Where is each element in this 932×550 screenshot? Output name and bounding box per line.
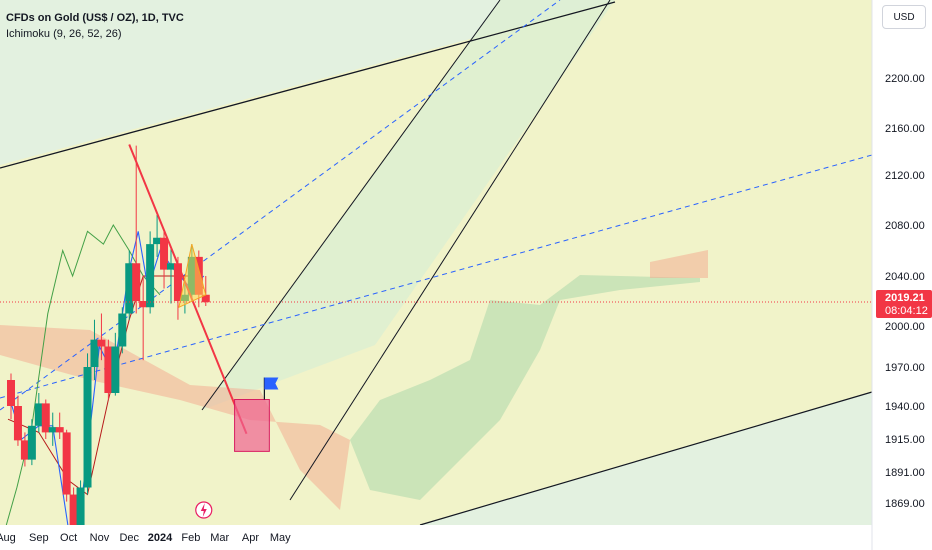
candle-body[interactable] (166, 263, 175, 270)
flash-glyph (200, 503, 207, 517)
price-tag-value: 2019.21 (885, 292, 925, 304)
candle-body[interactable] (111, 346, 120, 394)
candle-body[interactable] (125, 263, 134, 314)
y-tick-label: 2080.00 (885, 220, 925, 232)
candle-body[interactable] (139, 301, 148, 308)
triangle-pattern[interactable] (178, 243, 207, 309)
candle-body[interactable] (62, 432, 71, 495)
median-dash-line[interactable] (0, 0, 561, 411)
x-tick-label: Oct (60, 532, 77, 544)
channel-lower[interactable] (289, 0, 611, 501)
x-tick-label: Mar (210, 532, 229, 544)
candle-body[interactable] (118, 313, 127, 347)
x-tick-label: Apr (242, 532, 259, 544)
lower-trendline[interactable] (419, 391, 873, 526)
symbol-title[interactable]: CFDs on Gold (US$ / OZ), 1D, TVC (6, 12, 184, 24)
candle-body[interactable] (7, 380, 15, 406)
ichimoku-cloud-future (650, 250, 708, 278)
candle-body[interactable] (160, 237, 169, 270)
y-tick-label: 2040.00 (885, 271, 925, 283)
y-tick-label: 2000.00 (885, 321, 925, 333)
x-tick-label: Feb (181, 532, 200, 544)
chart-legend: CFDs on Gold (US$ / OZ), 1D, TVC Ichimok… (6, 10, 184, 42)
x-tick-label: May (270, 532, 291, 544)
time-axis[interactable] (0, 525, 872, 550)
candle-body[interactable] (97, 339, 106, 347)
x-tick-label: Aug (0, 532, 16, 544)
x-tick-label: Dec (119, 532, 139, 544)
y-tick-label: 1970.00 (885, 362, 925, 374)
candle-body[interactable] (90, 339, 99, 367)
channel-upper[interactable] (201, 0, 501, 411)
candle-body[interactable] (201, 294, 210, 303)
y-tick-label: 2200.00 (885, 73, 925, 85)
resistance-zone (0, 0, 615, 165)
trend-dash-line[interactable] (0, 154, 873, 399)
currency-button[interactable]: USD (882, 5, 926, 29)
price-axis[interactable] (872, 0, 932, 550)
candle-body[interactable] (20, 440, 29, 460)
candle-body[interactable] (104, 346, 113, 394)
candle-body[interactable] (173, 263, 182, 301)
y-tick-label: 2160.00 (885, 123, 925, 135)
price-tag-countdown: 08:04:12 (885, 305, 928, 317)
candle-body[interactable] (27, 425, 36, 460)
candle-body[interactable] (132, 263, 141, 301)
y-tick-label: 1915.00 (885, 434, 925, 446)
y-tick-label: 1869.00 (885, 498, 925, 510)
candle-body[interactable] (34, 403, 43, 426)
indicator-label[interactable]: Ichimoku (9, 26, 52, 26) (6, 28, 122, 40)
candle-body[interactable] (41, 403, 50, 433)
candle-body[interactable] (83, 367, 92, 488)
x-tick-label: Nov (90, 532, 110, 544)
ichimoku-cloud-bull (350, 275, 700, 500)
y-tick-label: 2120.00 (885, 170, 925, 182)
candle-body[interactable] (48, 427, 57, 433)
candle-body[interactable] (146, 244, 155, 308)
x-tick-label: 2024 (148, 532, 173, 544)
candle-body[interactable] (153, 237, 162, 245)
candle-body[interactable] (55, 427, 64, 433)
channel-band (202, 0, 615, 410)
y-tick-label: 1891.00 (885, 467, 925, 479)
price-tag[interactable] (876, 289, 932, 318)
flag-icon[interactable] (264, 377, 279, 390)
target-box[interactable] (234, 399, 270, 452)
x-tick-label: Sep (29, 532, 49, 544)
candle-body[interactable] (13, 406, 22, 441)
upper-trendline[interactable] (0, 1, 616, 169)
y-tick-label: 1940.00 (885, 401, 925, 413)
candle-body[interactable] (69, 494, 78, 550)
candle-body[interactable] (76, 487, 85, 550)
